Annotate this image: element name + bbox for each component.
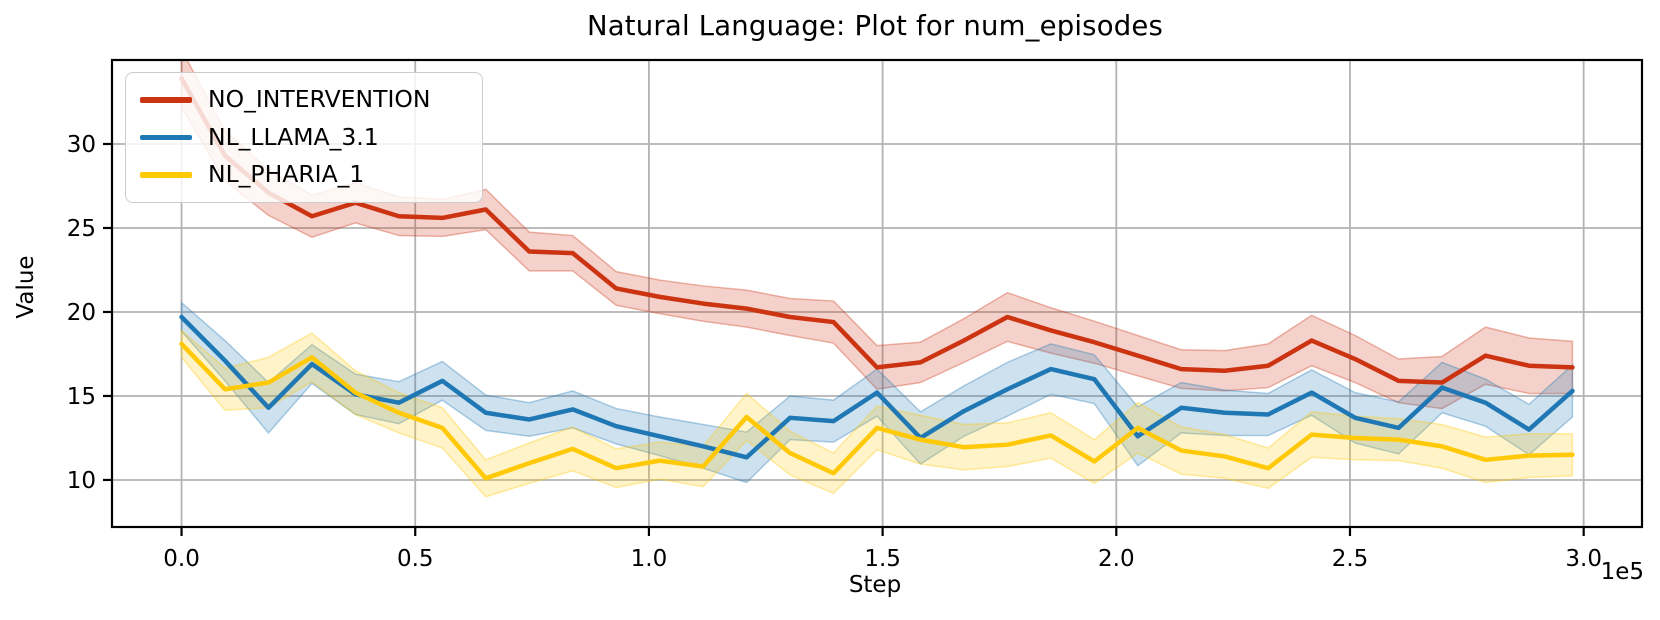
ticks: 0.0 0.5 1.0 1.5 2.0 2.5 3.0 10 15 20 25 30 [67, 132, 1602, 572]
x-tick-label: 2.5 [1332, 546, 1369, 572]
x-axis-offset-label: 1e5 [1600, 559, 1644, 585]
legend-item: NO_INTERVENTION [140, 88, 468, 112]
legend: NO_INTERVENTION NL_LLAMA_3.1 NL_PHARIA_1 [125, 72, 483, 203]
x-tick-label: 1.0 [631, 546, 668, 572]
legend-item: NL_LLAMA_3.1 [140, 122, 468, 151]
x-tick-label: 0.0 [163, 546, 200, 572]
y-tick-label: 20 [67, 300, 96, 326]
legend-label: NO_INTERVENTION [208, 85, 431, 114]
legend-label: NL_LLAMA_3.1 [208, 122, 379, 151]
y-tick-label: 30 [67, 132, 96, 158]
y-tick-label: 15 [67, 384, 96, 410]
legend-swatch [140, 97, 192, 103]
line-NL_PHARIA_1 [179, 341, 1575, 481]
series-lines [179, 76, 1575, 481]
line-NO_INTERVENTION [179, 76, 1575, 385]
axes-frame [110, 58, 1644, 529]
y-axis-label: Value [13, 255, 39, 319]
y-tick-label: 25 [67, 216, 96, 242]
legend-item: NL_PHARIA_1 [140, 163, 468, 187]
y-tick-label: 10 [67, 468, 96, 494]
x-tick-label: 3.0 [1565, 546, 1602, 572]
legend-swatch [140, 172, 192, 178]
x-axis-label: Step [848, 572, 902, 598]
chart-title: Natural Language: Plot for num_episodes [586, 10, 1164, 42]
legend-swatch [140, 134, 192, 141]
legend-label: NL_PHARIA_1 [208, 160, 365, 189]
x-tick-label: 0.5 [397, 546, 434, 572]
x-tick-label: 1.5 [864, 546, 901, 572]
x-tick-label: 2.0 [1098, 546, 1135, 572]
line-NL_LLAMA_3.1 [179, 314, 1575, 460]
